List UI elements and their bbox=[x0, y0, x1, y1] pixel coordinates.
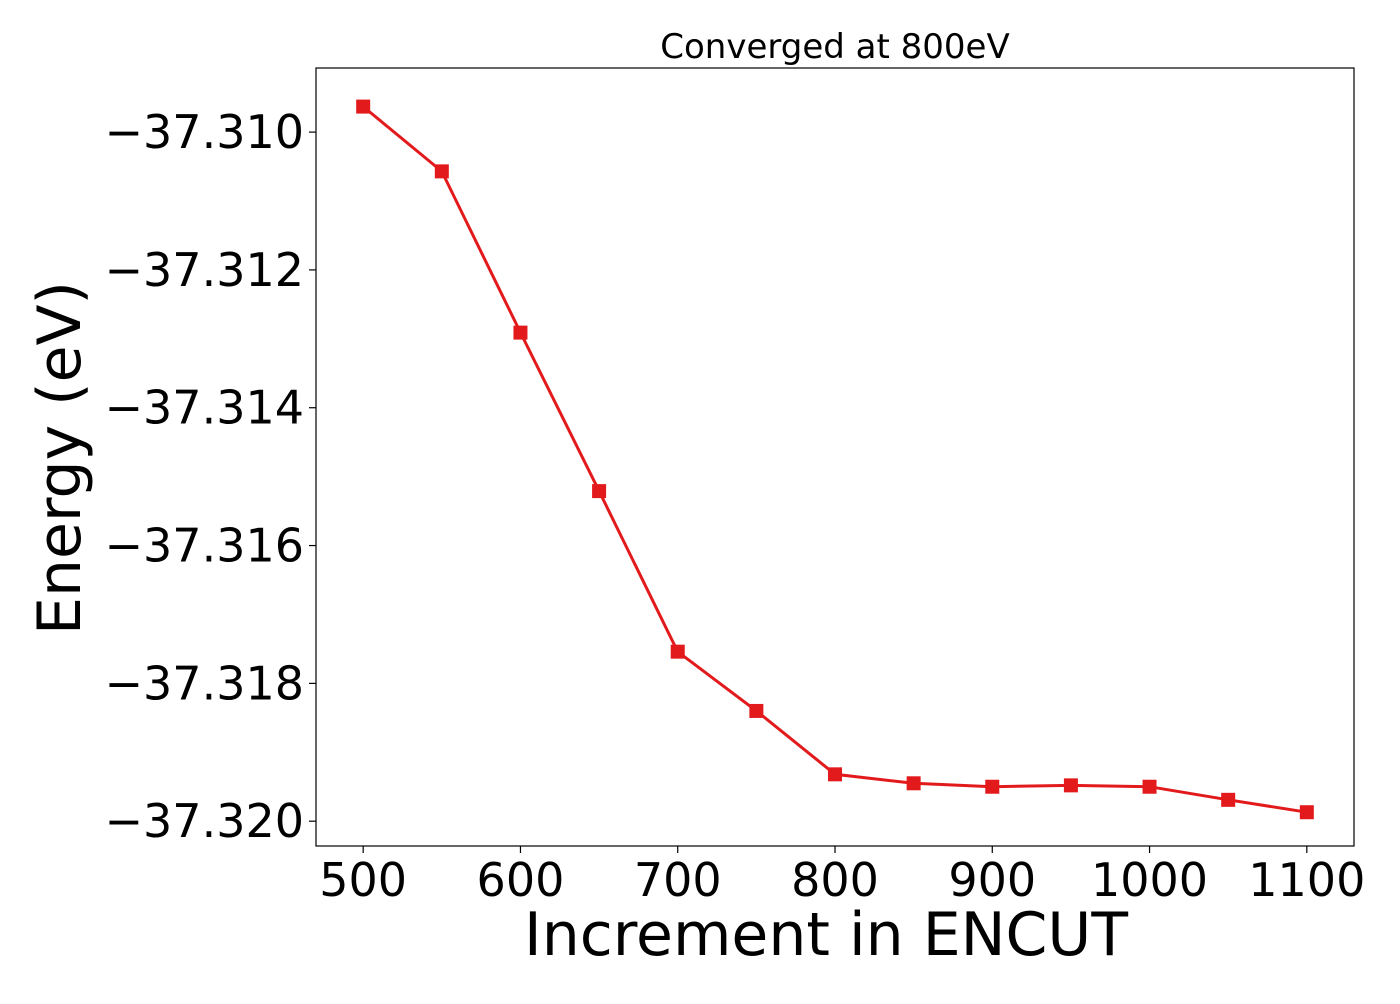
data-point-marker bbox=[670, 644, 685, 659]
data-point-marker bbox=[1221, 792, 1236, 807]
y-tick-label: −37.320 bbox=[105, 794, 305, 848]
y-axis-ticks: −37.310 −37.312 −37.314 −37.316 −37.318 −37.3… bbox=[105, 105, 316, 848]
data-point-marker bbox=[1299, 805, 1314, 820]
y-tick-label: −37.312 bbox=[105, 243, 305, 297]
y-tick-label: −37.318 bbox=[105, 656, 305, 710]
x-tick-label: 500 bbox=[319, 853, 407, 907]
x-tick-label: 1100 bbox=[1248, 853, 1365, 907]
data-point-marker bbox=[906, 776, 921, 791]
x-tick-label: 600 bbox=[477, 853, 565, 907]
x-axis-label: Increment in ENCUT bbox=[524, 900, 1128, 970]
data-point-marker bbox=[513, 325, 528, 340]
data-point-marker bbox=[434, 164, 449, 179]
y-tick-label: −37.316 bbox=[105, 519, 305, 573]
y-tick-label: −37.310 bbox=[105, 105, 305, 159]
x-tick-label: 900 bbox=[948, 853, 1036, 907]
data-point-marker bbox=[592, 484, 607, 499]
data-point-marker bbox=[749, 703, 764, 718]
data-point-marker bbox=[356, 99, 371, 114]
axes-frame bbox=[315, 67, 1355, 847]
data-point-marker bbox=[828, 767, 842, 782]
x-axis-ticks: 500 600 700 800 900 1000 1100 bbox=[319, 846, 1365, 907]
y-axis-label: Energy (eV) bbox=[25, 281, 95, 635]
x-tick-label: 800 bbox=[791, 853, 879, 907]
data-point-marker bbox=[1142, 779, 1157, 794]
x-tick-label: 1000 bbox=[1091, 853, 1208, 907]
x-tick-label: 700 bbox=[634, 853, 722, 907]
y-tick-label: −37.314 bbox=[105, 381, 305, 435]
series-line bbox=[362, 105, 1308, 814]
data-point-marker bbox=[1063, 778, 1078, 793]
chart-title: Converged at 800eV bbox=[660, 27, 1009, 67]
plot-area bbox=[315, 67, 1355, 847]
data-point-marker bbox=[985, 779, 1000, 794]
